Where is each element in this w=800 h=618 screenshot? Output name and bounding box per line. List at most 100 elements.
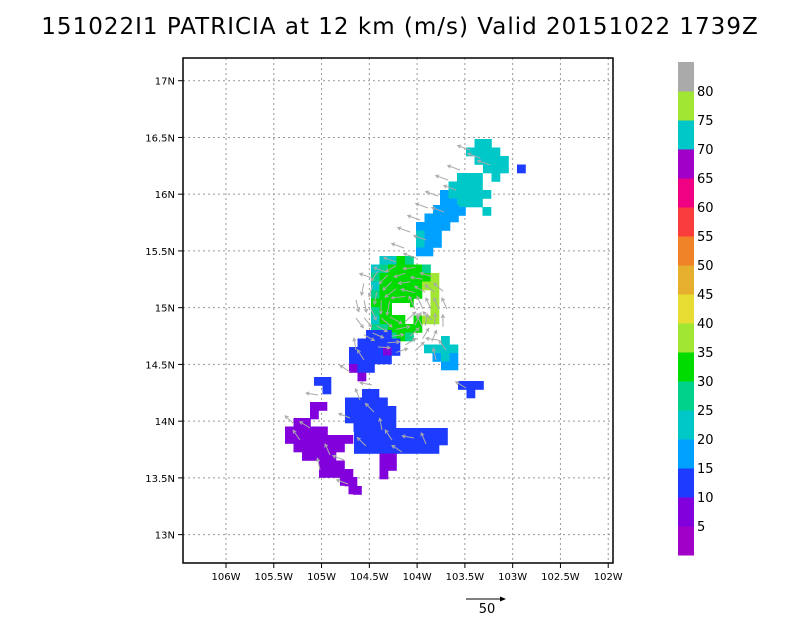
wind-speed-cell xyxy=(396,281,406,291)
wind-vector xyxy=(284,415,295,425)
wind-speed-cell xyxy=(416,239,425,248)
wind-vector xyxy=(373,292,378,305)
colorbar-bin xyxy=(678,410,694,440)
wind-vector xyxy=(370,270,379,282)
wind-speed-cell xyxy=(450,205,459,214)
wind-speed-cell xyxy=(396,332,406,342)
wind-speed-cell xyxy=(430,298,440,308)
lat-tick-label: 17N xyxy=(155,77,175,88)
wind-speed-cell xyxy=(474,173,483,182)
wind-speed-cell xyxy=(413,428,423,437)
wind-speed-cell xyxy=(474,181,483,191)
wind-speed-cell xyxy=(374,347,384,356)
wind-speed-cell xyxy=(457,207,466,216)
colorbar-label: 60 xyxy=(697,201,714,216)
wind-speed-cell xyxy=(348,485,358,495)
wind-vector xyxy=(355,317,364,328)
colorbar-bin xyxy=(678,120,694,150)
wind-vector-head xyxy=(440,313,445,319)
wind-vector xyxy=(355,388,361,401)
wind-vector-head xyxy=(432,312,438,318)
wind-speed-cell xyxy=(430,436,440,446)
wind-speed-cell xyxy=(388,298,397,308)
wind-speed-cell xyxy=(319,469,328,478)
wind-speed-cell xyxy=(466,147,475,157)
wind-vector-head xyxy=(384,429,389,434)
wind-speed-cell xyxy=(310,452,320,461)
wind-vector-head xyxy=(386,345,391,350)
wind-vector-head xyxy=(372,266,378,271)
lon-tick-label: 106W xyxy=(212,572,241,583)
wind-speed-cell xyxy=(396,264,406,274)
wind-vector-head xyxy=(354,387,359,393)
wind-speed-cell xyxy=(310,402,319,411)
wind-speed-cell xyxy=(396,273,406,282)
colorbar-label: 50 xyxy=(697,259,714,274)
wind-speed-cell xyxy=(379,397,388,407)
colorbar-bin xyxy=(678,352,694,382)
wind-speed-cell xyxy=(439,428,448,437)
wind-vector-head xyxy=(364,402,370,408)
colorbar-bin xyxy=(678,526,694,556)
wind-speed-cell xyxy=(388,273,397,282)
wind-vector xyxy=(363,300,367,313)
colorbar-bin xyxy=(678,178,694,208)
wind-speed-cell xyxy=(475,381,484,390)
wind-speed-cell xyxy=(441,353,450,362)
wind-vector xyxy=(373,267,387,273)
wind-vector xyxy=(433,297,440,310)
wind-speed-cell xyxy=(433,213,442,223)
wind-speed-cell xyxy=(483,164,492,174)
wind-speed-cell xyxy=(322,385,332,395)
wind-vector xyxy=(400,288,415,294)
wind-speed-cell xyxy=(349,347,358,356)
wind-speed-cell xyxy=(327,452,337,461)
vector-key-label: 50 xyxy=(479,602,496,617)
wind-speed-cell xyxy=(405,298,414,308)
wind-vector-head xyxy=(441,297,446,302)
wind-vector-head xyxy=(391,444,396,449)
wind-vector xyxy=(387,341,400,344)
colorbar-label: 20 xyxy=(697,433,714,448)
wind-vector xyxy=(339,364,351,373)
wind-speed-cell xyxy=(310,443,320,453)
wind-speed-cell xyxy=(396,315,406,325)
wind-speed-cell xyxy=(432,344,442,354)
wind-vector-head xyxy=(398,320,403,325)
wind-vector xyxy=(332,455,345,461)
lon-tick-label: 103.5W xyxy=(446,572,485,583)
wind-vector xyxy=(386,301,391,316)
wind-speed-cell xyxy=(379,264,389,274)
wind-speed-cell xyxy=(413,264,423,274)
wind-speed-cell xyxy=(379,307,389,316)
wind-speed-cell xyxy=(302,435,311,444)
wind-vector-head xyxy=(339,364,344,369)
wind-speed-cell xyxy=(379,470,389,480)
wind-vector-head xyxy=(414,202,420,207)
wind-speed-cell xyxy=(422,445,431,454)
wind-vector-head xyxy=(367,293,372,298)
wind-speed-cell xyxy=(379,428,389,437)
wind-speed-cell xyxy=(500,156,509,165)
wind-vector-head xyxy=(424,284,429,289)
wind-vector-head xyxy=(406,324,411,330)
wind-vector xyxy=(383,257,397,263)
wind-speed-cell xyxy=(457,181,466,191)
wind-speed-cell xyxy=(383,347,392,356)
wind-speed-cell xyxy=(371,281,380,291)
lon-tick-label: 105.5W xyxy=(255,572,294,583)
wind-speed-cell xyxy=(396,428,406,437)
wind-vector xyxy=(357,437,367,447)
wind-vector-head xyxy=(438,339,443,344)
wind-vector-head xyxy=(378,280,383,285)
wind-vector-head xyxy=(382,256,388,261)
wind-speed-cell xyxy=(310,426,320,436)
wind-speed-cell xyxy=(441,361,450,371)
colorbar-label: 45 xyxy=(697,288,714,303)
wind-vector xyxy=(441,297,448,310)
wind-vector xyxy=(403,266,416,270)
map-title: 151022I1 PATRICIA at 12 km (m/s) Valid 2… xyxy=(41,14,759,40)
wind-vector-head xyxy=(430,206,436,211)
wind-speed-cell xyxy=(371,445,380,454)
wind-speed-cell xyxy=(314,377,323,386)
